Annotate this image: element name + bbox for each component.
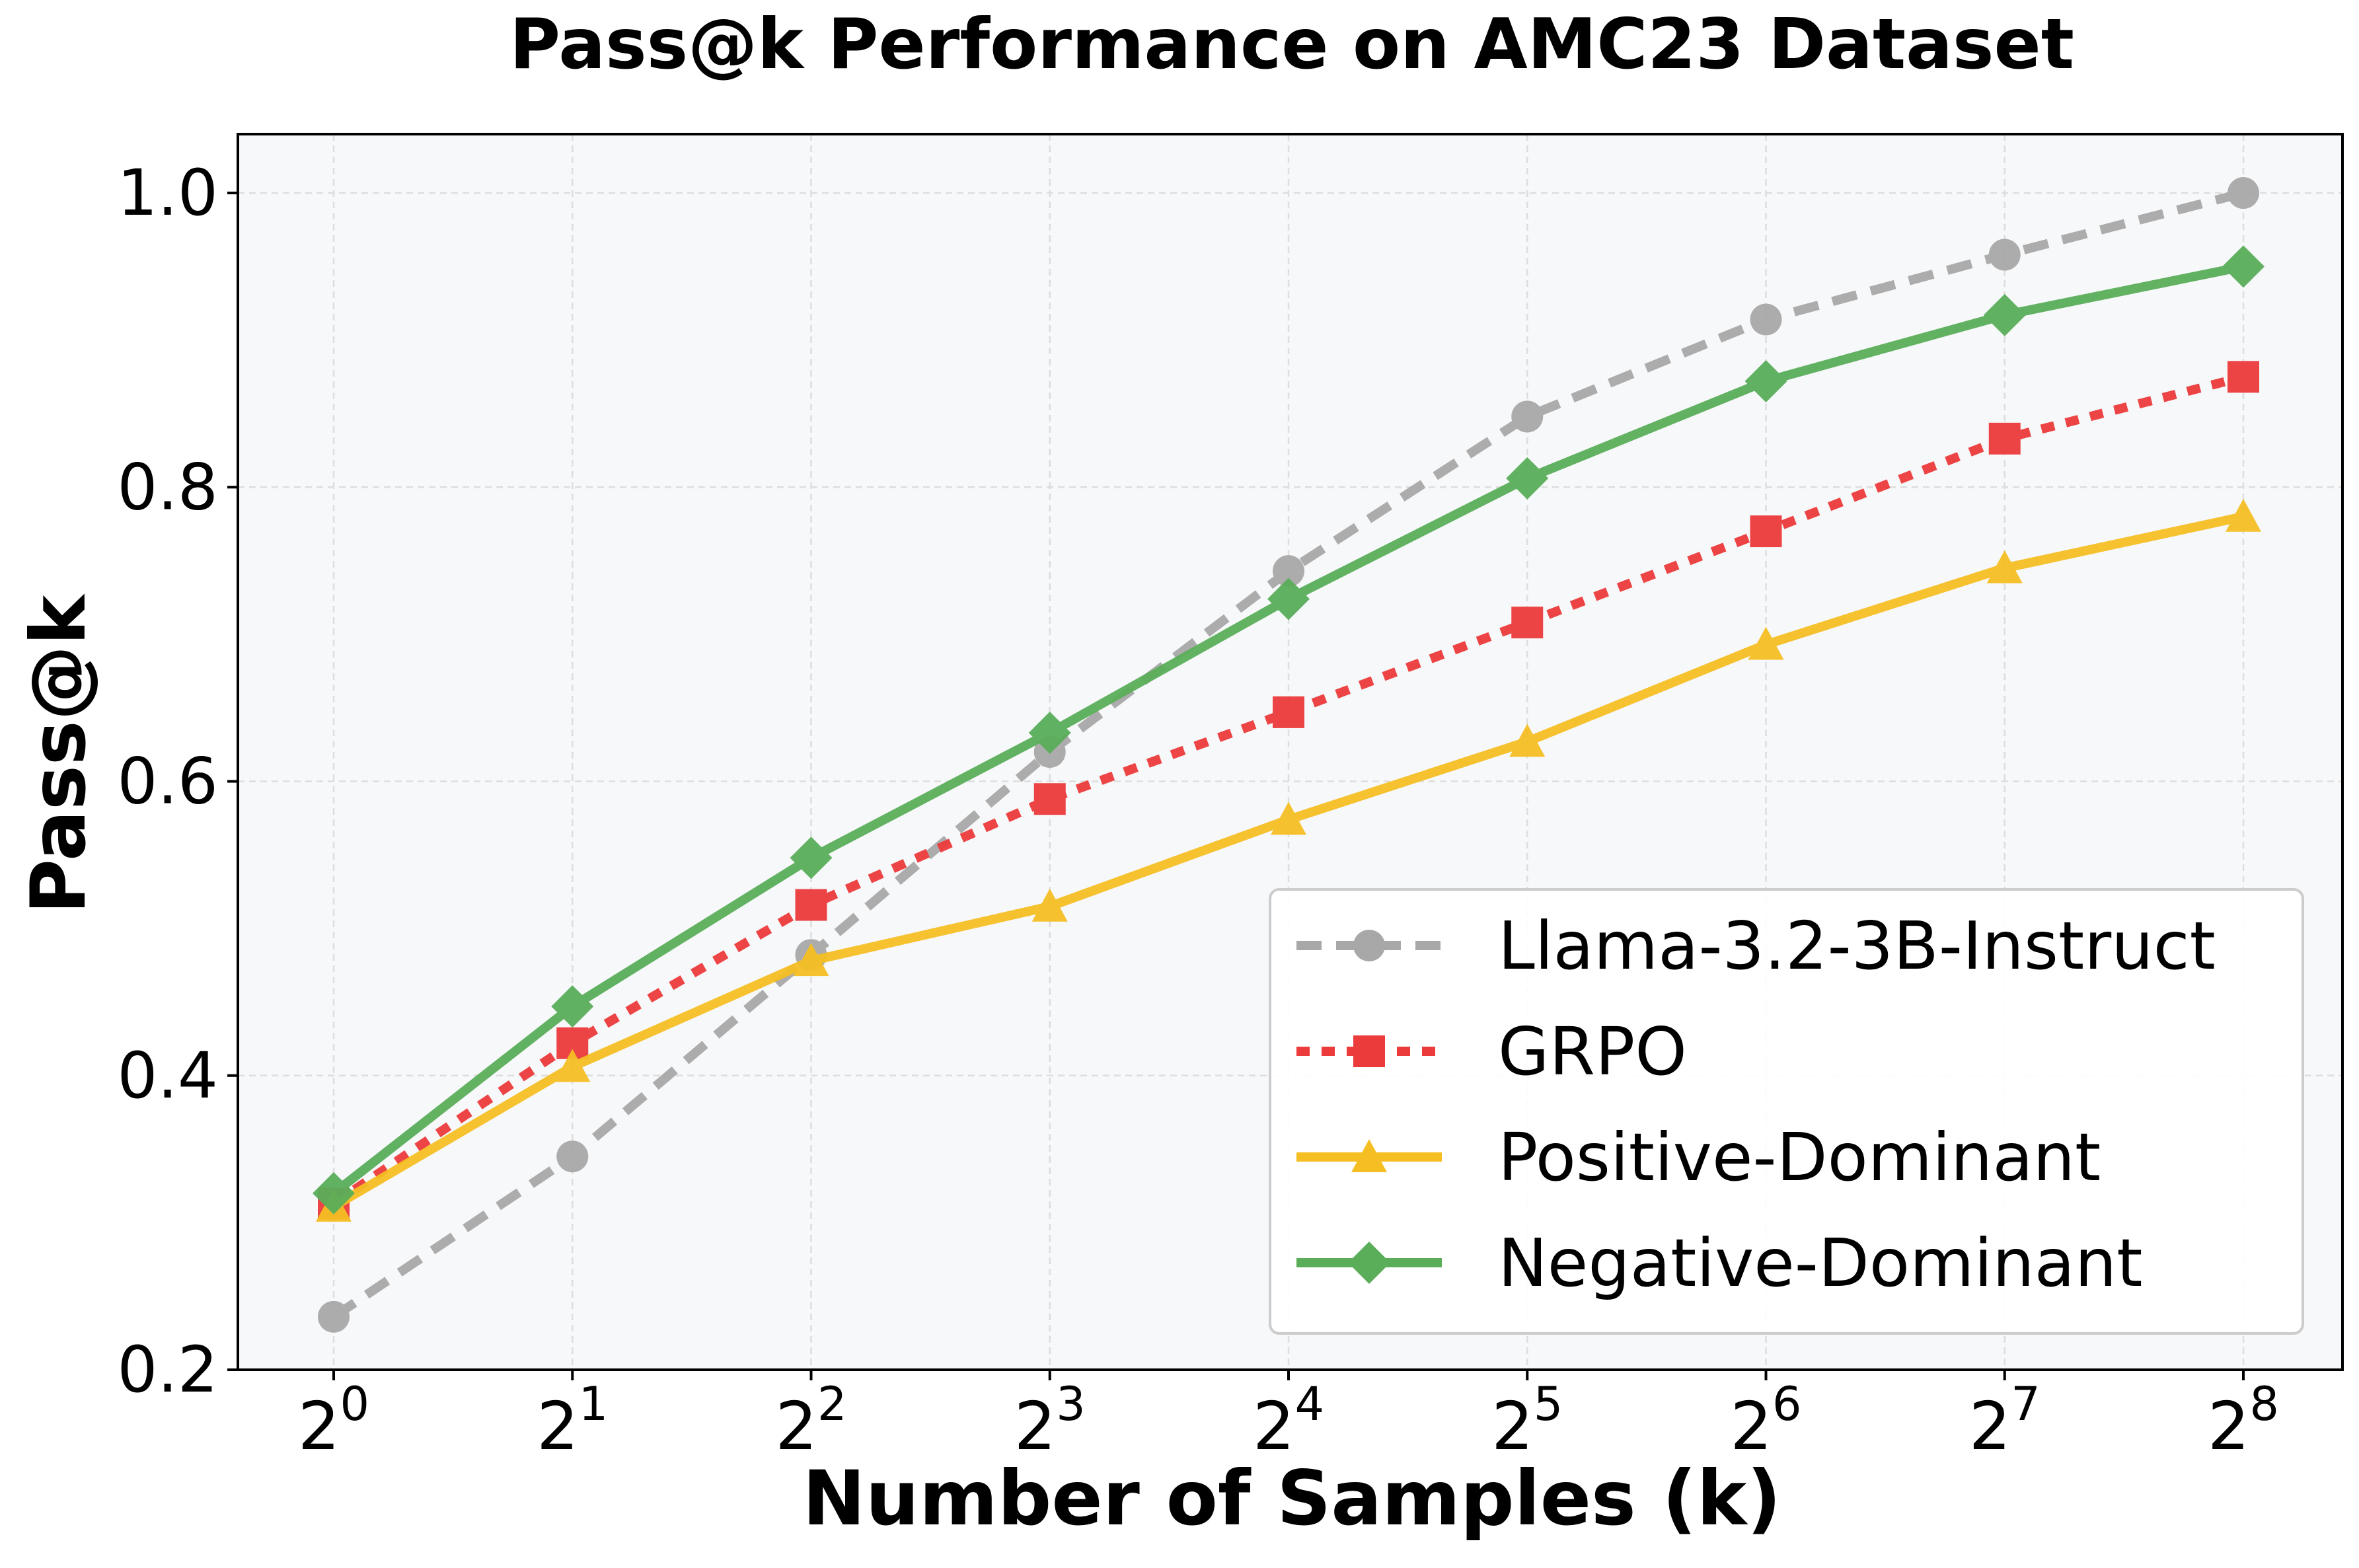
- data-point: [556, 1140, 589, 1173]
- x-tick-exponent: 5: [1534, 1377, 1563, 1431]
- data-point: [2226, 498, 2261, 532]
- legend-label: GRPO: [1498, 1013, 1687, 1090]
- data-point: [2228, 361, 2259, 393]
- y-tick-label: 1.0: [117, 156, 218, 230]
- data-point: [313, 1172, 355, 1214]
- x-axis-label: Number of Samples (k): [802, 1454, 1781, 1542]
- x-tick-exponent: 7: [2011, 1377, 2041, 1431]
- data-point: [1033, 783, 1066, 815]
- x-tick-exponent: 0: [340, 1377, 370, 1431]
- series-3: [316, 498, 2261, 1222]
- x-tick-base: 2: [1014, 1388, 1057, 1465]
- data-point: [2228, 177, 2259, 209]
- x-tick-label: 28: [2208, 1377, 2279, 1465]
- x-tick-label: 21: [537, 1377, 608, 1465]
- chart-title: Pass@k Performance on AMC23 Dataset: [509, 4, 2074, 85]
- data-point: [1267, 578, 1310, 620]
- data-point: [793, 943, 829, 977]
- x-tick-exponent: 8: [2250, 1377, 2280, 1431]
- series-4: [313, 245, 2265, 1214]
- data-point: [1983, 293, 2026, 336]
- x-tick-label: 22: [775, 1377, 846, 1465]
- x-tick-label: 25: [1491, 1377, 1563, 1465]
- data-point: [1986, 550, 2023, 583]
- data-point: [1028, 712, 1071, 755]
- y-axis-label: Pass@k: [15, 593, 102, 914]
- legend-item: GRPO: [1296, 1013, 1687, 1090]
- series-line: [331, 372, 2245, 1208]
- data-point: [1031, 888, 1068, 922]
- data-point: [1988, 422, 2021, 455]
- legend-marker: [1353, 930, 1385, 961]
- x-tick-exponent: 2: [817, 1377, 847, 1431]
- data-point: [1750, 303, 1782, 336]
- y-tick-label: 0.6: [117, 745, 218, 819]
- data-point: [1273, 555, 1304, 587]
- legend-marker: [1348, 1242, 1390, 1284]
- x-tick-base: 2: [298, 1388, 340, 1465]
- data-point: [554, 1049, 591, 1082]
- legend-marker: [1351, 1139, 1387, 1172]
- data-point: [1273, 696, 1304, 728]
- legend-box: [1269, 888, 2304, 1335]
- x-tick-exponent: 6: [1772, 1377, 1802, 1431]
- x-tick-exponent: 4: [1295, 1377, 1325, 1431]
- data-point: [1748, 626, 1784, 660]
- legend-item: Llama-3.2-3B-Instruct: [1296, 907, 2216, 985]
- data-point: [1988, 239, 2021, 271]
- data-point: [1509, 724, 1546, 757]
- x-tick-base: 2: [1730, 1388, 1772, 1465]
- data-point: [790, 837, 833, 879]
- data-point: [1744, 360, 1787, 402]
- y-tick-label: 0.8: [117, 450, 218, 524]
- data-point: [1506, 457, 1549, 500]
- data-point: [551, 985, 594, 1028]
- data-point: [795, 889, 827, 921]
- data-point: [1511, 400, 1544, 433]
- x-tick-base: 2: [1969, 1388, 2011, 1465]
- legend-item: Positive-Dominant: [1296, 1119, 2101, 1196]
- data-point: [1511, 607, 1544, 639]
- data-point: [1271, 802, 1306, 835]
- x-tick-label: 20: [298, 1377, 369, 1465]
- x-tick-exponent: 1: [579, 1377, 609, 1431]
- legend-item: Negative-Dominant: [1296, 1224, 2143, 1302]
- x-tick-label: 27: [1969, 1377, 2041, 1465]
- x-tick-base: 2: [2208, 1388, 2250, 1465]
- x-tick-base: 2: [1253, 1388, 1295, 1465]
- x-tick-base: 2: [537, 1388, 579, 1465]
- legend: Llama-3.2-3B-Instruct GRPO Positive-Domina…: [1269, 888, 2304, 1335]
- legend-label: Negative-Dominant: [1498, 1224, 2143, 1302]
- x-tick-base: 2: [775, 1388, 817, 1465]
- x-tick-label: 24: [1253, 1377, 1324, 1465]
- y-tick-label: 0.4: [117, 1039, 218, 1113]
- legend-label: Positive-Dominant: [1498, 1119, 2101, 1196]
- x-axis: 20 21 22 23 24 25 26 27 28: [298, 1370, 2279, 1465]
- legend-label: Llama-3.2-3B-Instruct: [1498, 907, 2216, 985]
- x-tick-exponent: 3: [1056, 1377, 1086, 1431]
- x-tick-label: 23: [1014, 1377, 1086, 1465]
- x-tick-label: 26: [1730, 1377, 1801, 1465]
- x-tick-base: 2: [1491, 1388, 1534, 1465]
- legend-marker: [1353, 1035, 1385, 1067]
- data-point: [2222, 245, 2265, 288]
- data-point: [318, 1300, 350, 1333]
- axes-frame: [237, 133, 2344, 1371]
- data-point: [1750, 515, 1782, 548]
- y-tick-label: 0.2: [117, 1333, 218, 1407]
- y-axis: 0.2 0.4 0.6 0.8 1.0: [117, 156, 238, 1407]
